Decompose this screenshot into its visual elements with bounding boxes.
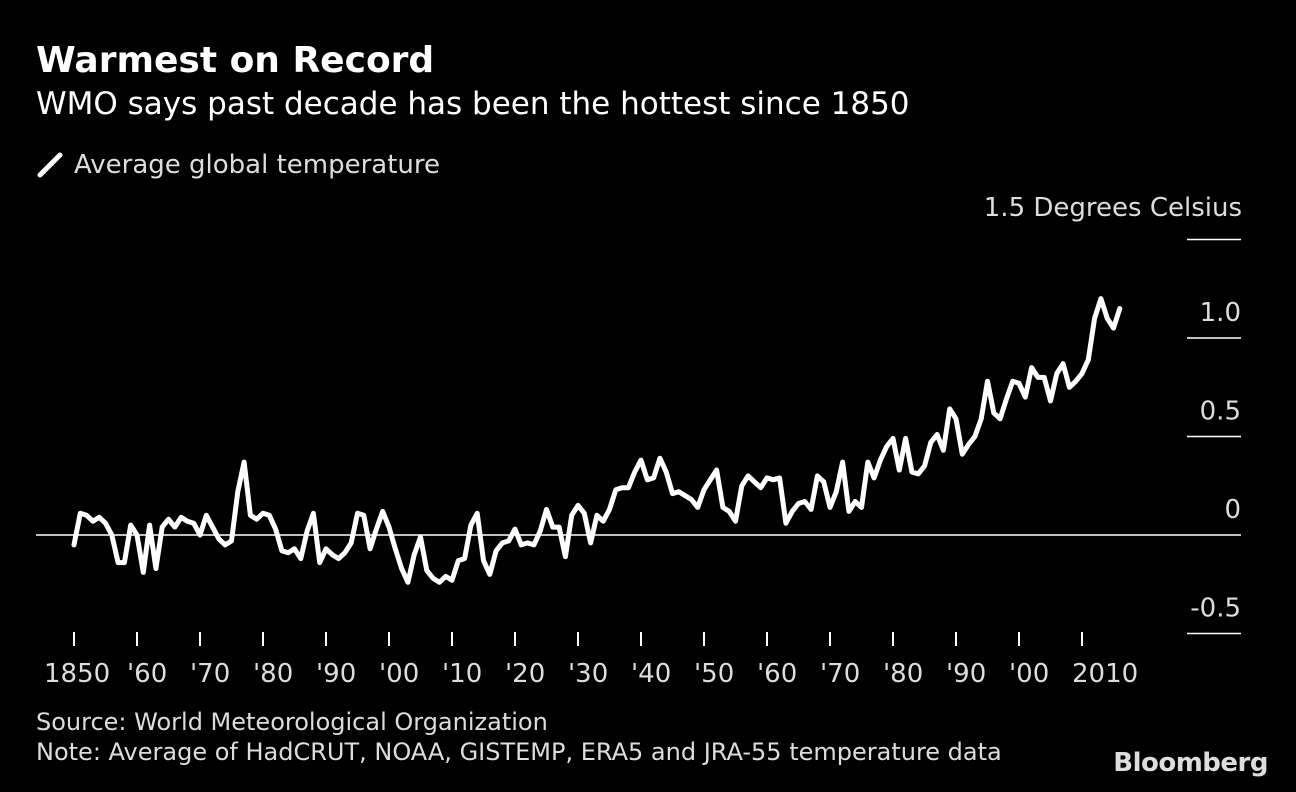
chart-subtitle: WMO says past decade has been the hottes…	[36, 86, 910, 122]
x-tick-label: 2010	[1072, 659, 1138, 689]
x-tick-label: '50	[694, 659, 734, 689]
x-tick-label: '90	[316, 659, 356, 689]
x-tick-label: '80	[883, 659, 923, 689]
y-tick-label: 0.5	[1200, 397, 1241, 427]
series-line-average-global-temperature	[71, 296, 1123, 585]
legend-label: Average global temperature	[74, 150, 441, 180]
legend-line-icon	[37, 152, 63, 178]
x-tick-label: '60	[127, 659, 167, 689]
x-tick-label: '70	[190, 659, 230, 689]
x-tick-label: '90	[946, 659, 986, 689]
y-axis-unit-label: 1.5 Degrees Celsius	[983, 193, 1242, 223]
legend: Average global temperature	[36, 150, 440, 180]
x-tick-label: '10	[442, 659, 482, 689]
source-note: Source: World Meteorological Organizatio…	[36, 708, 548, 736]
y-tick-label: -0.5	[1190, 594, 1241, 624]
x-tick-label: '80	[253, 659, 293, 689]
x-tick-label: '60	[757, 659, 797, 689]
x-tick-label: '00	[379, 659, 419, 689]
x-tick-label: 1850	[44, 659, 110, 689]
x-tick-label: '40	[631, 659, 671, 689]
bloomberg-logo: Bloomberg	[1113, 748, 1268, 778]
y-tick-label: 0	[1224, 495, 1241, 525]
x-tick-label: '30	[568, 659, 608, 689]
y-tick-label: 1.0	[1200, 298, 1241, 328]
x-tick-label: '00	[1009, 659, 1049, 689]
data-note: Note: Average of HadCRUT, NOAA, GISTEMP,…	[36, 738, 1002, 766]
x-tick-label: '70	[820, 659, 860, 689]
x-tick-label: '20	[505, 659, 545, 689]
chart-title: Warmest on Record	[36, 40, 435, 81]
